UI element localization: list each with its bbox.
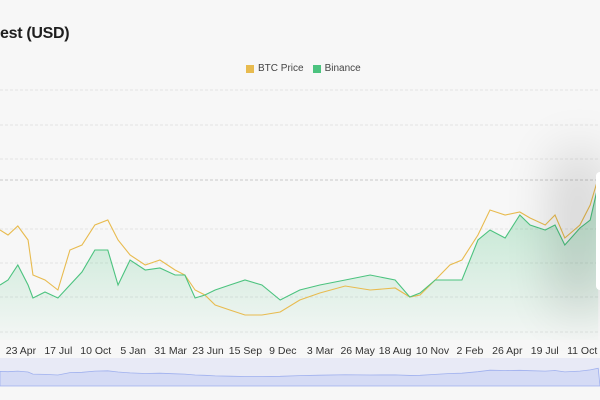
x-tick-label: 18 Aug <box>379 345 412 357</box>
series-line-binance <box>0 184 599 301</box>
x-tick-label: 9 Dec <box>269 345 296 357</box>
chart-legend: BTC Price Binance <box>246 63 361 74</box>
legend-label: BTC Price <box>258 63 304 74</box>
x-tick-label: 31 Mar <box>154 345 187 357</box>
x-tick-label: 17 Jul <box>44 345 72 357</box>
x-tick-label: 15 Sep <box>229 345 262 357</box>
x-tick-label: 26 Apr <box>492 345 523 357</box>
chart-title: est (USD) <box>0 25 70 42</box>
x-tick-label: 5 Jan <box>120 345 146 357</box>
x-tick-label: 3 Mar <box>307 345 334 357</box>
series-line-btc-price <box>0 177 599 316</box>
x-tick-label: 10 Oct <box>80 345 111 357</box>
x-tick-label: 10 Nov <box>416 345 450 357</box>
x-tick-label: 19 Jul <box>531 345 559 357</box>
legend-swatch-binance <box>312 64 321 73</box>
navigator-series <box>0 367 600 387</box>
binance-area <box>0 185 599 340</box>
x-tick-label: 23 Apr <box>6 345 37 357</box>
x-tick-label: 26 May <box>340 345 375 357</box>
legend-item-binance[interactable]: Binance <box>312 63 361 74</box>
legend-label: Binance <box>324 63 361 74</box>
legend-swatch-btc <box>246 64 254 73</box>
legend-item-btc-price[interactable]: BTC Price <box>246 63 304 74</box>
x-tick-label: 23 Jun <box>192 345 224 357</box>
x-tick-label: 11 Oct <box>567 345 597 357</box>
tooltip <box>596 172 600 290</box>
x-tick-label: 2 Feb <box>457 345 484 357</box>
